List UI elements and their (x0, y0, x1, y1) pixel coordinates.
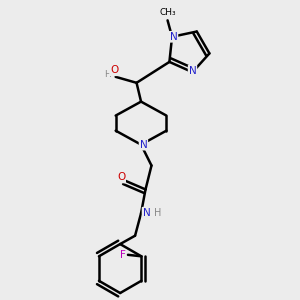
Text: N: N (189, 66, 196, 76)
Text: N: N (170, 32, 177, 42)
Text: O: O (117, 172, 125, 182)
Text: CH₃: CH₃ (159, 8, 176, 17)
Text: O: O (110, 65, 118, 75)
Text: H: H (104, 70, 111, 79)
Text: N: N (142, 208, 150, 218)
Text: H: H (154, 208, 161, 218)
Text: F: F (120, 250, 125, 260)
Text: N: N (140, 140, 147, 150)
